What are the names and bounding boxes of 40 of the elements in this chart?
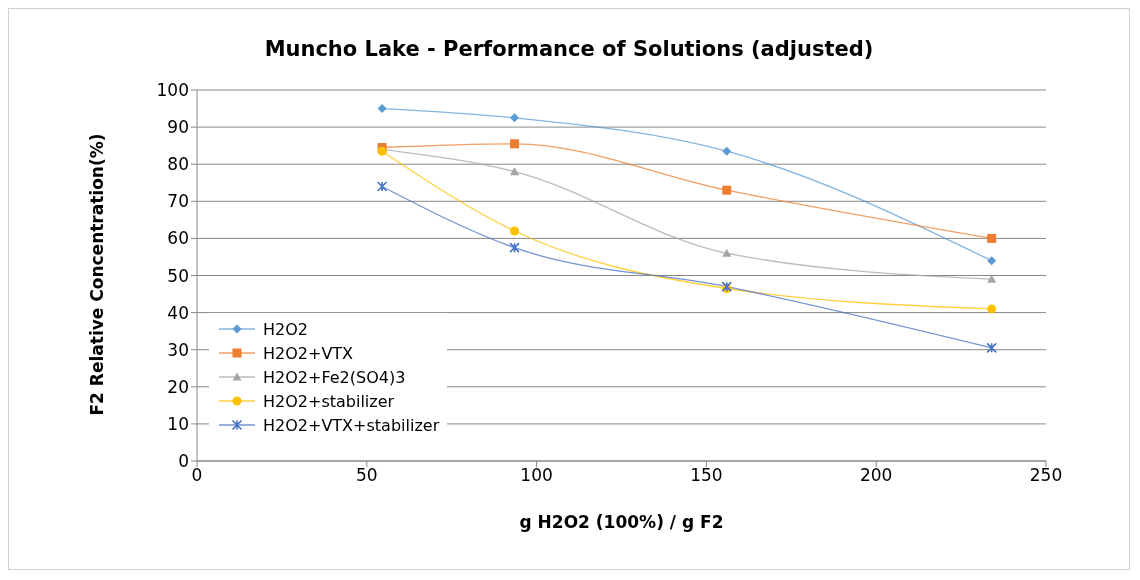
point [722,146,732,156]
point [987,256,997,266]
point [377,104,387,114]
point [510,139,520,149]
y-tick-label: 10 [167,413,189,434]
legend-label: H2O2+Fe2(SO4)3 [263,367,406,387]
point [987,233,997,243]
legend-label: H2O2+VTX+stabilizer [263,415,440,435]
point [376,181,388,192]
point [509,242,520,253]
x-tick-label: 0 [191,465,203,486]
y-tick-label: 90 [167,117,189,138]
x-tick-label: 200 [859,465,893,486]
x-axis-title: g H2O2 (100%) / g F2 [519,512,724,532]
y-tick-label: 50 [167,265,189,286]
point [722,248,732,257]
y-tick-label: 20 [167,376,189,397]
y-tick-label: 70 [167,191,189,212]
point [987,304,997,314]
y-tick-label: 40 [167,302,189,323]
x-tick-label: 250 [1029,465,1063,486]
point [510,113,520,123]
point [722,185,732,195]
x-tick-label: 150 [690,465,723,486]
y-axis-title: F2 Relative Concentration(%) [87,133,108,416]
y-tick-label: 80 [167,154,189,175]
chart-title: Muncho Lake - Performance of Solutions (adjusted) [263,37,875,61]
y-tick-label: 100 [156,80,189,101]
x-tick-label: 50 [355,465,378,486]
y-tick-label: 60 [167,228,189,249]
point [987,274,997,283]
legend-label: H2O2+stabilizer [263,391,395,411]
point [510,226,520,236]
legend-label: H2O2+VTX [263,343,354,363]
legend-label: H2O2 [263,319,308,339]
point [510,167,520,176]
y-tick-label: 0 [178,451,189,472]
point [986,342,997,354]
y-tick-label: 30 [167,339,189,360]
x-tick-label: 100 [520,465,553,486]
